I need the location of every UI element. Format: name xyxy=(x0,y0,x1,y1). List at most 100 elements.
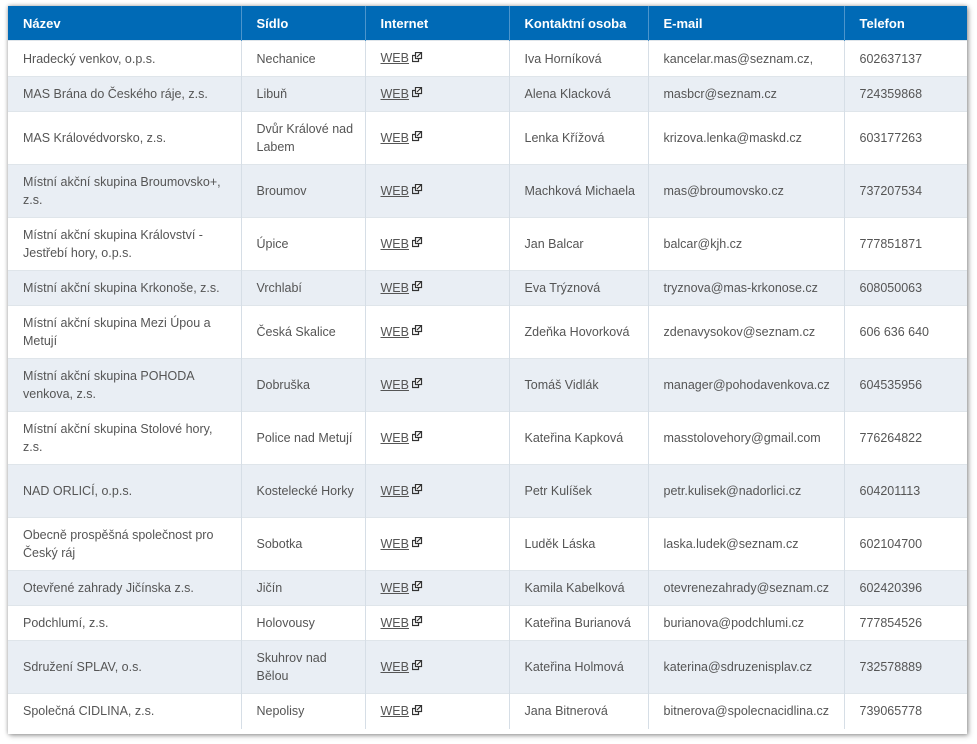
cell-phone: 602104700 xyxy=(844,517,967,571)
cell-email[interactable]: masstolovehory@gmail.com xyxy=(648,411,845,465)
external-link-icon xyxy=(411,614,423,632)
cell-email[interactable]: kancelar.mas@seznam.cz, xyxy=(648,40,845,77)
external-link-icon xyxy=(411,429,423,447)
column-header-seat[interactable]: Sídlo xyxy=(241,6,366,41)
cell-email[interactable]: laska.ludek@seznam.cz xyxy=(648,517,845,571)
cell-email[interactable]: manager@pohodavenkova.cz xyxy=(648,358,845,412)
cell-internet: WEB xyxy=(365,464,510,518)
table-row: MAS Brána do Českého ráje, z.s. Libuň WE… xyxy=(8,76,967,112)
web-link[interactable]: WEB xyxy=(380,430,409,445)
cell-seat: Libuň xyxy=(241,76,366,112)
cell-name: MAS Brána do Českého ráje, z.s. xyxy=(8,76,242,112)
cell-email[interactable]: otevrenezahrady@seznam.cz xyxy=(648,570,845,606)
external-link-icon xyxy=(411,50,423,68)
web-link[interactable]: WEB xyxy=(380,236,409,251)
web-link[interactable]: WEB xyxy=(380,580,409,595)
cell-contact: Tomáš Vidlák xyxy=(509,358,649,412)
cell-internet: WEB xyxy=(365,517,510,571)
cell-contact: Machková Michaela xyxy=(509,164,649,218)
web-link[interactable]: WEB xyxy=(380,280,409,295)
cell-seat: Vrchlabí xyxy=(241,270,366,306)
cell-email[interactable]: katerina@sdruzenisplav.cz xyxy=(648,640,845,694)
cell-phone: 732578889 xyxy=(844,640,967,694)
cell-email[interactable]: burianova@podchlumi.cz xyxy=(648,605,845,641)
table-row: Sdružení SPLAV, o.s. Skuhrov nad Bělou W… xyxy=(8,640,967,694)
web-link[interactable]: WEB xyxy=(380,536,409,551)
cell-email[interactable]: tryznova@mas-krkonose.cz xyxy=(648,270,845,306)
cell-contact: Kamila Kabelková xyxy=(509,570,649,606)
web-link[interactable]: WEB xyxy=(380,183,409,198)
web-link[interactable]: WEB xyxy=(380,659,409,674)
cell-internet: WEB xyxy=(365,40,510,77)
table-row: Místní akční skupina Stolové hory, z.s. … xyxy=(8,411,967,465)
cell-name: Hradecký venkov, o.p.s. xyxy=(8,40,242,77)
cell-internet: WEB xyxy=(365,164,510,218)
cell-email[interactable]: mas@broumovsko.cz xyxy=(648,164,845,218)
cell-seat: Holovousy xyxy=(241,605,366,641)
table-row: Místní akční skupina Mezi Úpou a Metují … xyxy=(8,305,967,359)
cell-name: Obecně prospěšná společnost pro Český rá… xyxy=(8,517,242,571)
table-row: Hradecký venkov, o.p.s. Nechanice WEB Iv… xyxy=(8,40,967,77)
cell-internet: WEB xyxy=(365,605,510,641)
web-link[interactable]: WEB xyxy=(380,130,409,145)
cell-contact: Lenka Křížová xyxy=(509,111,649,165)
cell-email[interactable]: balcar@kjh.cz xyxy=(648,217,845,271)
web-link[interactable]: WEB xyxy=(380,703,409,718)
cell-seat: Sobotka xyxy=(241,517,366,571)
cell-phone: 777851871 xyxy=(844,217,967,271)
cell-contact: Eva Trýznová xyxy=(509,270,649,306)
web-link[interactable]: WEB xyxy=(380,324,409,339)
cell-email[interactable]: krizova.lenka@maskd.cz xyxy=(648,111,845,165)
external-link-icon xyxy=(411,658,423,676)
external-link-icon xyxy=(411,579,423,597)
cell-contact: Jan Balcar xyxy=(509,217,649,271)
cell-phone: 724359868 xyxy=(844,76,967,112)
column-header-internet[interactable]: Internet xyxy=(365,6,510,41)
cell-seat: Broumov xyxy=(241,164,366,218)
table-header: Název Sídlo Internet Kontaktní osoba E-m… xyxy=(8,6,967,41)
cell-phone: 737207534 xyxy=(844,164,967,218)
cell-phone: 604201113 xyxy=(844,464,967,518)
column-header-contact[interactable]: Kontaktní osoba xyxy=(509,6,649,41)
table-row: Obecně prospěšná společnost pro Český rá… xyxy=(8,517,967,571)
cell-seat: Nepolisy xyxy=(241,693,366,729)
cell-seat: Dobruška xyxy=(241,358,366,412)
cell-email[interactable]: bitnerova@spolecnacidlina.cz xyxy=(648,693,845,729)
cell-email[interactable]: zdenavysokov@seznam.cz xyxy=(648,305,845,359)
cell-phone: 604535956 xyxy=(844,358,967,412)
web-link[interactable]: WEB xyxy=(380,86,409,101)
column-header-phone[interactable]: Telefon xyxy=(844,6,967,41)
cell-email[interactable]: petr.kulisek@nadorlici.cz xyxy=(648,464,845,518)
header-row: Název Sídlo Internet Kontaktní osoba E-m… xyxy=(8,6,967,41)
cell-name: MAS Královédvorsko, z.s. xyxy=(8,111,242,165)
cell-contact: Luděk Láska xyxy=(509,517,649,571)
column-header-name[interactable]: Název xyxy=(8,6,242,41)
cell-internet: WEB xyxy=(365,217,510,271)
cell-seat: Jičín xyxy=(241,570,366,606)
cell-internet: WEB xyxy=(365,693,510,729)
web-link[interactable]: WEB xyxy=(380,51,409,66)
cell-name: Podchlumí, z.s. xyxy=(8,605,242,641)
cell-phone: 602637137 xyxy=(844,40,967,77)
table-row: Místní akční skupina Krkonoše, z.s. Vrch… xyxy=(8,270,967,306)
external-link-icon xyxy=(411,376,423,394)
web-link[interactable]: WEB xyxy=(380,483,409,498)
mas-contact-table: Název Sídlo Internet Kontaktní osoba E-m… xyxy=(8,6,967,729)
cell-contact: Iva Horníková xyxy=(509,40,649,77)
cell-contact: Kateřina Kapková xyxy=(509,411,649,465)
cell-seat: Česká Skalice xyxy=(241,305,366,359)
cell-contact: Petr Kulíšek xyxy=(509,464,649,518)
cell-seat: Úpice xyxy=(241,217,366,271)
cell-internet: WEB xyxy=(365,411,510,465)
web-link[interactable]: WEB xyxy=(380,377,409,392)
cell-contact: Kateřina Holmová xyxy=(509,640,649,694)
table-row: Podchlumí, z.s. Holovousy WEB Kateřina B… xyxy=(8,605,967,641)
column-header-email[interactable]: E-mail xyxy=(648,6,845,41)
web-link[interactable]: WEB xyxy=(380,615,409,630)
external-link-icon xyxy=(411,703,423,721)
cell-email[interactable]: masbcr@seznam.cz xyxy=(648,76,845,112)
cell-name: Sdružení SPLAV, o.s. xyxy=(8,640,242,694)
cell-internet: WEB xyxy=(365,640,510,694)
table-row: Místní akční skupina Království - Jestře… xyxy=(8,217,967,271)
external-link-icon xyxy=(411,129,423,147)
